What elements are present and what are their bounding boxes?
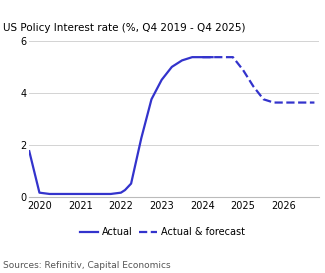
Actual & forecast: [272, 101, 276, 104]
Actual & forecast: [231, 55, 235, 59]
Actual: [180, 59, 184, 62]
Actual: [78, 192, 82, 195]
Actual: [68, 192, 72, 195]
Actual: [98, 192, 102, 195]
Actual: [48, 192, 52, 195]
Legend: Actual, Actual & forecast: Actual, Actual & forecast: [76, 223, 249, 241]
Actual: [37, 191, 41, 194]
Actual: [190, 55, 194, 59]
Actual: [109, 192, 113, 195]
Actual: [150, 98, 153, 101]
Actual & forecast: [241, 69, 245, 72]
Actual: [170, 65, 174, 69]
Line: Actual & forecast: Actual & forecast: [202, 57, 314, 103]
Actual & forecast: [302, 101, 306, 104]
Actual: [129, 182, 133, 185]
Actual: [119, 191, 123, 194]
Line: Actual: Actual: [29, 57, 213, 194]
Actual: [211, 55, 214, 59]
Actual & forecast: [251, 85, 255, 88]
Actual & forecast: [312, 101, 316, 104]
Text: US Policy Interest rate (%, Q4 2019 - Q4 2025): US Policy Interest rate (%, Q4 2019 - Q4…: [3, 23, 246, 33]
Actual: [58, 192, 62, 195]
Actual: [123, 188, 127, 192]
Actual: [160, 78, 163, 82]
Actual & forecast: [211, 55, 214, 59]
Actual: [139, 136, 143, 140]
Actual: [27, 150, 31, 153]
Actual & forecast: [292, 101, 296, 104]
Actual & forecast: [262, 98, 266, 101]
Actual: [201, 55, 204, 59]
Actual: [88, 192, 92, 195]
Actual & forecast: [201, 55, 204, 59]
Actual & forecast: [221, 55, 225, 59]
Actual & forecast: [282, 101, 286, 104]
Text: Sources: Refinitiv, Capital Economics: Sources: Refinitiv, Capital Economics: [3, 261, 171, 270]
